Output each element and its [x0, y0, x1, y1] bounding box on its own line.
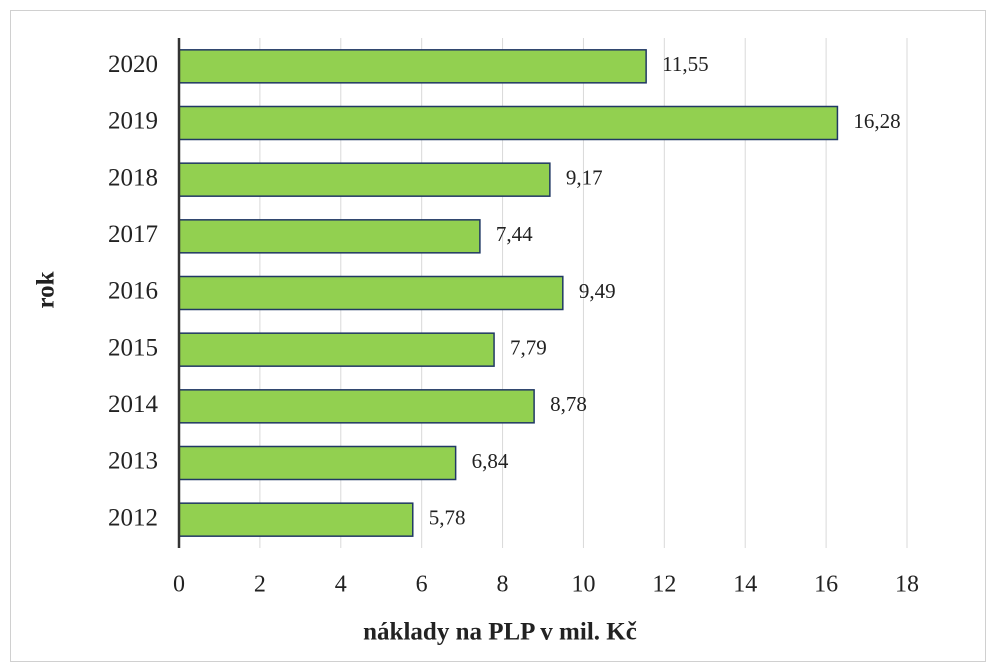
- bar: [178, 332, 495, 367]
- value-label: 6,84: [472, 449, 509, 473]
- y-axis-label: rok: [33, 271, 60, 308]
- bar: [178, 49, 647, 84]
- value-label: 8,78: [550, 392, 587, 416]
- x-tick-label: 8: [497, 572, 509, 598]
- y-tick-label: 2012: [108, 504, 158, 531]
- y-tick-label: 2015: [108, 334, 158, 361]
- x-tick-label: 2: [254, 572, 266, 598]
- value-label: 7,79: [510, 335, 547, 359]
- y-tick-label: 2020: [108, 51, 158, 78]
- bar: [178, 502, 414, 537]
- bar: [178, 219, 481, 254]
- y-tick-label: 2013: [108, 448, 158, 475]
- value-label: 16,28: [853, 109, 900, 133]
- x-tick-label: 18: [895, 572, 919, 598]
- value-label: 7,44: [496, 222, 533, 246]
- x-axis-label: náklady na PLP v mil. Kč: [363, 619, 637, 646]
- bar: [178, 162, 551, 197]
- y-tick-label: 2019: [108, 108, 158, 135]
- x-tick-label: 12: [652, 572, 676, 598]
- bar: [178, 445, 457, 481]
- y-tick-label: 2016: [108, 278, 158, 305]
- x-tick-label: 16: [814, 572, 838, 598]
- y-tick-label: 2014: [108, 391, 159, 418]
- x-tick-label: 10: [571, 572, 595, 598]
- bar: [178, 389, 535, 424]
- value-label: 9,49: [579, 279, 616, 303]
- value-label: 11,55: [662, 52, 708, 76]
- x-tick-label: 6: [416, 572, 428, 598]
- bar: [178, 275, 564, 311]
- bar: [178, 105, 839, 141]
- x-tick-label: 4: [335, 572, 347, 598]
- x-tick-label: 14: [733, 572, 757, 598]
- value-label: 5,78: [429, 505, 466, 529]
- y-tick-label: 2018: [108, 164, 158, 191]
- y-tick-label: 2017: [108, 221, 158, 248]
- value-label: 9,17: [566, 165, 603, 189]
- x-tick-label: 0: [173, 572, 185, 598]
